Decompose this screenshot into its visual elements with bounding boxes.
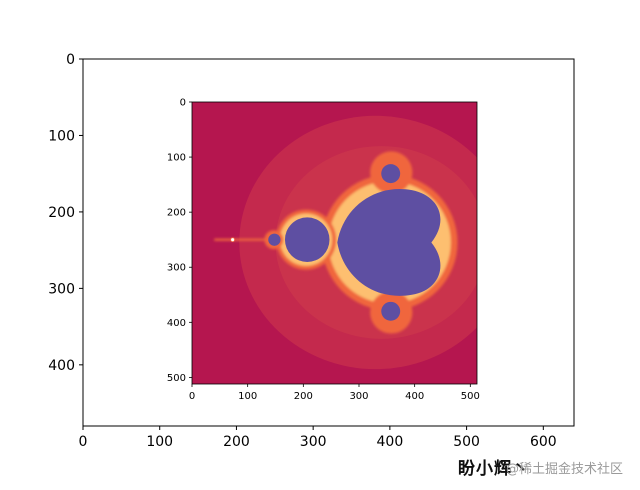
inner-x-tick-label: 0 <box>189 391 195 402</box>
outer-y-tick-label: 300 <box>48 281 75 297</box>
inner-x-tick-label: 300 <box>349 391 368 402</box>
inner-y-tick-label: 300 <box>167 263 186 274</box>
inner-chart: 0 100 200 300 400 500 0 100 200 300 400 500 <box>167 98 480 403</box>
main-cardioid <box>337 188 441 296</box>
period-two-bulb <box>284 217 330 262</box>
outer-x-tick-label: 200 <box>223 434 250 450</box>
inner-x-tick-label: 400 <box>405 391 424 402</box>
mandelbrot-image <box>192 102 477 384</box>
mandelbrot-set <box>230 164 441 321</box>
watermark-text: @稀土掘金技术社区 <box>506 462 624 477</box>
outer-y-tick-label: 100 <box>48 128 75 144</box>
outer-x-tick-label: 0 <box>79 434 88 450</box>
outer-y-ticks: 0 100 200 300 400 <box>48 52 83 374</box>
inner-y-ticks: 0 100 200 300 400 500 <box>167 98 192 384</box>
outer-x-ticks: 0 100 200 300 400 500 600 <box>79 426 557 450</box>
outer-x-tick-label: 600 <box>530 434 557 450</box>
fringe-antenna <box>214 238 276 241</box>
outer-x-tick-label: 500 <box>453 434 480 450</box>
inner-y-tick-label: 400 <box>167 318 186 329</box>
mini-island <box>230 237 235 243</box>
outer-x-tick-label: 400 <box>377 434 404 450</box>
inner-y-tick-label: 200 <box>167 208 186 219</box>
inner-x-tick-label: 500 <box>461 391 480 402</box>
small-bulb <box>268 233 281 246</box>
inner-x-ticks: 0 100 200 300 400 500 <box>189 384 480 402</box>
inner-y-tick-label: 100 <box>167 153 186 164</box>
inner-axes-frame <box>191 101 478 385</box>
inner-x-tick-label: 100 <box>238 391 257 402</box>
inner-x-tick-label: 200 <box>294 391 313 402</box>
inner-y-tick-label: 500 <box>167 373 186 384</box>
outer-y-tick-label: 200 <box>48 205 75 221</box>
outer-x-tick-label: 300 <box>300 434 327 450</box>
author-signature: 盼小辉丶 <box>458 459 530 479</box>
outer-x-tick-label: 100 <box>146 434 173 450</box>
outer-y-tick-label: 400 <box>48 358 75 374</box>
top-bulb <box>381 164 401 184</box>
outer-y-tick-label: 0 <box>66 52 75 68</box>
inner-y-tick-label: 0 <box>180 98 186 109</box>
bottom-bulb <box>381 301 401 321</box>
